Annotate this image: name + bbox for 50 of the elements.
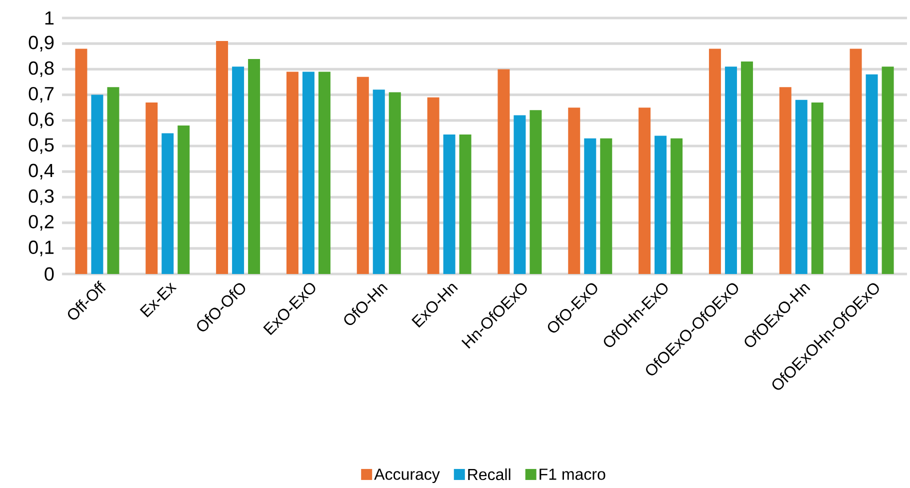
y-tick-label: 0: [44, 267, 54, 281]
bar: [232, 66, 244, 274]
bar: [178, 126, 190, 274]
bar: [654, 136, 667, 274]
bar: [91, 94, 104, 274]
bar: [600, 138, 612, 274]
bar: [850, 48, 862, 274]
bar: [302, 72, 314, 274]
bar: [568, 108, 580, 274]
bar: [75, 48, 88, 274]
bar: [146, 102, 158, 274]
bar: [427, 97, 440, 274]
bar: [708, 48, 721, 274]
bar: [779, 87, 792, 274]
y-tick-label: 0,2: [28, 214, 54, 231]
bar: [107, 87, 120, 274]
bar: [638, 108, 651, 274]
bar: [670, 138, 683, 274]
bar: [162, 133, 174, 274]
bar: [498, 69, 510, 274]
bar: [372, 90, 385, 274]
y-tick-label: 0,5: [28, 138, 54, 154]
y-tick-label: 0,8: [28, 61, 54, 78]
bar: [459, 134, 472, 274]
legend-label: Recall: [468, 468, 510, 480]
y-tick-label: 0,3: [28, 189, 54, 206]
y-tick-label: 0,4: [28, 164, 54, 180]
bar: [443, 134, 456, 274]
legend-label: Accuracy: [374, 468, 440, 484]
bar: [811, 102, 824, 274]
bar: [584, 138, 596, 274]
bar: [286, 72, 298, 274]
bar: [248, 58, 260, 274]
bar: [216, 41, 228, 274]
y-tick-label: 0,9: [28, 36, 54, 52]
bar: [866, 74, 878, 274]
y-tick-label: 0,7: [28, 86, 54, 103]
bar: [740, 62, 753, 274]
bar: [724, 66, 737, 274]
y-tick-label: 1: [45, 11, 54, 25]
bar: [795, 100, 808, 274]
bar: [514, 115, 526, 274]
y-tick-label: 0,6: [28, 112, 54, 128]
legend-label: F1 macro: [540, 468, 606, 480]
bar: [388, 92, 401, 274]
bar: [318, 72, 330, 274]
bar: [882, 66, 894, 274]
y-tick-label: 0,1: [28, 240, 54, 256]
bar: [356, 76, 369, 274]
bar: [530, 110, 542, 274]
